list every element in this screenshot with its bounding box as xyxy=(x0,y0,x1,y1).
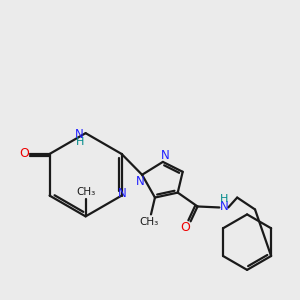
Text: N: N xyxy=(220,200,229,213)
Text: H: H xyxy=(220,194,229,203)
Text: N: N xyxy=(75,128,84,141)
Text: N: N xyxy=(118,187,127,200)
Text: H: H xyxy=(76,137,84,147)
Text: O: O xyxy=(181,221,190,234)
Text: CH₃: CH₃ xyxy=(140,217,159,227)
Text: N: N xyxy=(160,149,169,162)
Text: CH₃: CH₃ xyxy=(76,187,95,196)
Text: N: N xyxy=(136,175,145,188)
Text: O: O xyxy=(19,148,29,160)
